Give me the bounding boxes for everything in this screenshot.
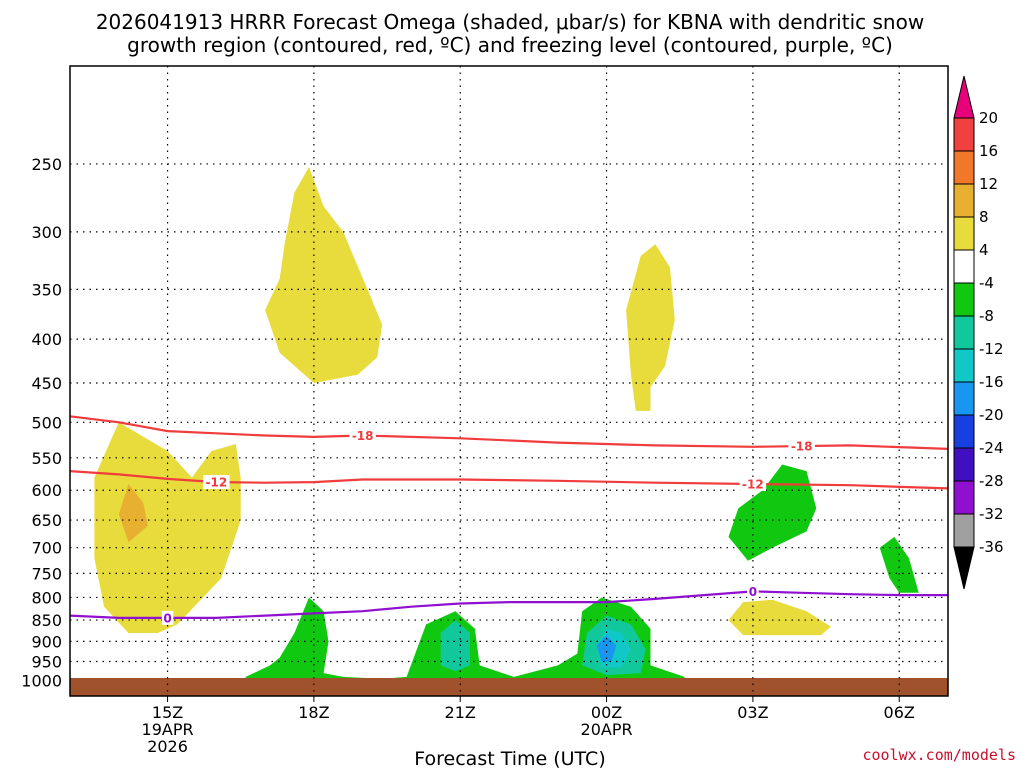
isotherm-minus-12-label-bg [203, 475, 230, 490]
site-credit: coolwx.com/models [862, 746, 1016, 764]
colorbar-label: -8 [979, 307, 994, 325]
x-tick-label: 2026 [147, 737, 188, 756]
x-tick-label: 06Z [884, 703, 915, 722]
y-tick-label: 600 [31, 481, 62, 500]
colorbar-label: -24 [979, 439, 1004, 457]
colorbar-band [953, 315, 975, 350]
isotherm-minus-12-label: -12 [205, 476, 227, 490]
y-tick-label: 700 [31, 539, 62, 558]
isotherm-minus-18-label-bg [349, 428, 376, 443]
colorbar-band [953, 414, 975, 449]
colorbar-label: -16 [979, 373, 1004, 391]
colorbar-band [953, 117, 975, 152]
x-tick-label: 15Z [152, 703, 183, 722]
y-tick-label: 650 [31, 511, 62, 530]
omega-region-3 [118, 484, 148, 543]
colorbar-label: 16 [979, 142, 998, 160]
x-tick-label: 21Z [445, 703, 476, 722]
y-tick-label: 850 [31, 611, 62, 630]
colorbar-band [953, 348, 975, 383]
colorbar-band [953, 381, 975, 416]
y-tick-label: 750 [31, 564, 62, 583]
plot-frame [69, 65, 949, 697]
colorbar-band [953, 249, 975, 284]
colorbar-label: -4 [979, 274, 994, 292]
colorbar-band [953, 216, 975, 251]
omega-region-1 [626, 244, 675, 411]
omega-region-0 [265, 166, 383, 383]
colorbar-band [953, 480, 975, 515]
omega-colorbar: 20 16 12 8 4 -4 -8 -12 -16 -20 -24 -28 -32 -36 [953, 75, 1004, 590]
colorbar-band [953, 513, 975, 548]
y-tick-label: 400 [31, 330, 62, 349]
isotherm-minus-12-label-bg [739, 476, 767, 491]
x-tick-label: 20APR [581, 720, 633, 739]
temperature-contours: -18 -18 -12 -12 0 0 [69, 415, 949, 625]
colorbar-band [953, 282, 975, 317]
colorbar-band [953, 150, 975, 185]
y-tick-label: 800 [31, 588, 62, 607]
isotherm-minus-18-label-bg [788, 439, 815, 454]
x-tick-label: 00Z [591, 703, 622, 722]
y-tick-label: 300 [31, 223, 62, 242]
colorbar-label: 8 [979, 208, 989, 226]
colorbar-label: -32 [979, 505, 1004, 523]
y-tick-label: 450 [31, 374, 62, 393]
colorbar-band [953, 183, 975, 218]
grid-lines [70, 66, 948, 696]
x-tick-label: 18Z [298, 703, 329, 722]
y-tick-label: 250 [31, 155, 62, 174]
y-tick-label: 550 [31, 449, 62, 468]
chart-title-line-1: 2026041913 HRRR Forecast Omega (shaded, … [96, 10, 924, 34]
pressure-axis: 250 300 350 400 450 500 550 600 650 700 750 800 850 9… [21, 155, 62, 691]
freezing-level-label-bg [161, 610, 174, 625]
colorbar-label: 4 [979, 241, 989, 259]
x-axis-title: Forecast Time (UTC) [414, 748, 605, 768]
freezing-level-label: 0 [163, 611, 171, 625]
colorbar-top-arrow [953, 75, 975, 119]
y-tick-label: 950 [31, 653, 62, 672]
colorbar-label: 20 [979, 109, 998, 127]
omega-region-4 [728, 599, 831, 636]
colorbar-label: 12 [979, 175, 998, 193]
omega-region-5 [728, 464, 817, 561]
colorbar-label: -36 [979, 538, 1004, 556]
y-tick-label: 1000 [21, 672, 62, 691]
isotherm-minus-18-label: -18 [352, 429, 374, 443]
freezing-level-label-bg [747, 584, 759, 599]
colorbar-label: -12 [979, 340, 1004, 358]
omega-region-8 [440, 620, 470, 672]
isotherm-minus-12-label: -12 [742, 477, 764, 491]
y-tick-label: 500 [31, 413, 62, 432]
colorbar-label: -20 [979, 406, 1004, 424]
freezing-level-label: 0 [749, 585, 757, 599]
plot-background [70, 66, 948, 696]
ground-surface [70, 678, 948, 696]
isotherm-minus-18-label: -18 [791, 440, 813, 454]
omega-region-6 [879, 536, 919, 593]
y-tick-label: 350 [31, 280, 62, 299]
freezing-level [69, 590, 948, 619]
x-tick-label: 19APR [142, 720, 194, 739]
chart-title-line-2: growth region (contoured, red, ºC) and f… [127, 33, 893, 57]
colorbar-band [953, 447, 975, 482]
x-tick-label: 03Z [737, 703, 768, 722]
omega-region-11 [596, 635, 617, 662]
colorbar-bottom-arrow [953, 546, 975, 590]
colorbar-label: -28 [979, 472, 1004, 490]
y-tick-label: 900 [31, 632, 62, 651]
